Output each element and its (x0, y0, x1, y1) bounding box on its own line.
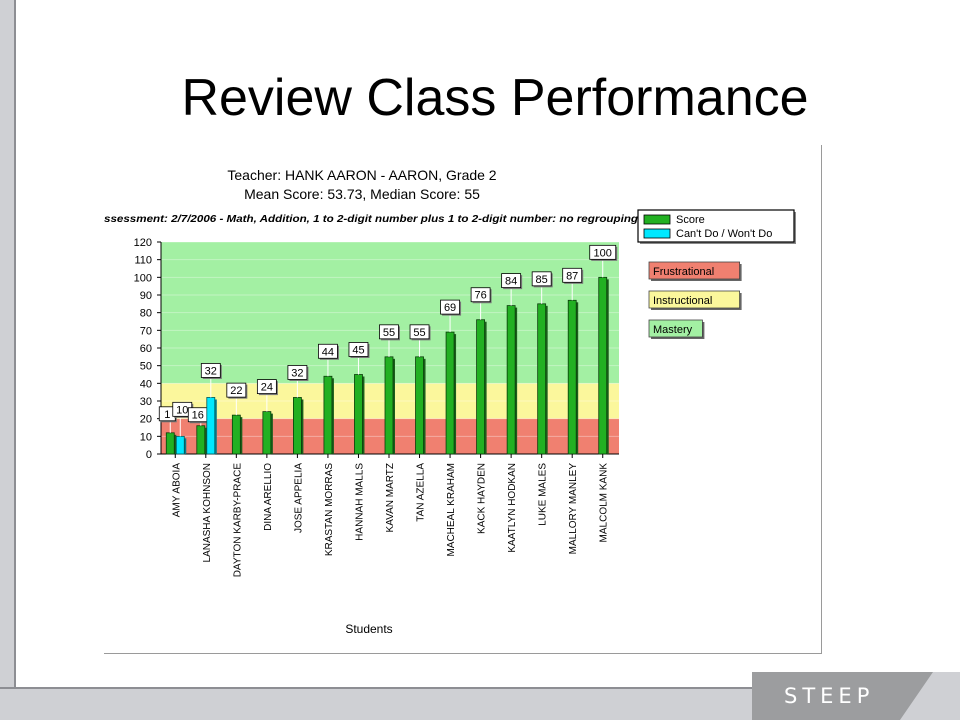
data-label-score: 55 (383, 327, 395, 339)
data-label-score: 87 (566, 270, 578, 282)
bar-score (506, 305, 516, 455)
x-tick-label: DAYTON KARBY-PRACE (232, 463, 243, 578)
data-label-score: 55 (413, 327, 425, 339)
bar-score (231, 414, 241, 455)
legend-swatch-score (643, 214, 671, 225)
y-tick-label: 80 (140, 308, 152, 320)
band-legend-label: Mastery (653, 324, 693, 336)
x-tick-label: TAN AZELLA (416, 463, 427, 522)
y-tick-label: 10 (140, 431, 152, 443)
legend-swatch-cant (643, 228, 671, 239)
y-tick-label: 100 (134, 272, 152, 284)
legend-label-score: Score (676, 214, 705, 226)
band-legend-label: Frustrational (653, 266, 714, 278)
slide-title: Review Class Performance (181, 69, 809, 127)
x-tick-label: AMY ABOIA (171, 463, 182, 518)
data-label-box (287, 365, 308, 380)
band-legend: Frustrational Instructional Mastery (648, 261, 742, 339)
x-tick-label: JOSE APPELIA (293, 463, 304, 533)
bar-score (323, 375, 333, 455)
data-label-cant: 10 (176, 404, 188, 416)
data-label-score: 1 (164, 409, 170, 421)
bar-score (196, 425, 206, 455)
y-tick-label: 70 (140, 325, 152, 337)
data-label-box (470, 287, 491, 303)
data-label-box (440, 299, 460, 315)
bar-score (262, 411, 272, 455)
y-tick-label: 90 (140, 290, 152, 302)
data-label-score: 84 (505, 276, 517, 288)
y-tick-label: 50 (140, 361, 152, 373)
band-legend-box (648, 319, 703, 338)
data-label-box (501, 273, 522, 289)
x-tick-label: LUKE MALES (538, 463, 549, 526)
bar-score (165, 432, 175, 455)
x-tick-label: KAATLYN HODKAN (507, 463, 518, 553)
data-label-score: 69 (444, 302, 456, 314)
data-label-score: 16 (192, 410, 204, 422)
data-label-box (256, 379, 277, 395)
bar-score (445, 331, 455, 455)
left-border-bar (0, 0, 16, 689)
data-label-score: 24 (261, 382, 273, 394)
band-legend-label: Instructional (653, 295, 712, 307)
data-label-box (200, 363, 221, 378)
brand-text: STEEP (784, 684, 875, 708)
bar-score (537, 303, 547, 455)
data-label-score: 32 (291, 367, 303, 379)
x-tick-label: KACK HAYDEN (477, 463, 488, 534)
data-label-score: 22 (230, 385, 242, 397)
data-label-score: 100 (594, 247, 612, 259)
data-label-cant: 32 (205, 365, 217, 377)
chart-header-mean: Mean Score: 53.73, Median Score: 55 (244, 186, 480, 202)
bar-cant (206, 397, 216, 455)
bar-score (567, 299, 577, 455)
x-tick-label: MALLORY MANLEY (568, 463, 579, 555)
data-label-box (348, 342, 369, 357)
data-label-box (379, 324, 399, 340)
bar-score (415, 356, 424, 455)
y-tick-label: 20 (140, 414, 152, 426)
x-tick-label: LANASHA KOHNSON (202, 463, 213, 562)
data-label-score: 76 (474, 290, 486, 302)
data-label-box (226, 382, 247, 398)
data-label-box (562, 267, 583, 283)
legend-label-cant: Can't Do / Won't Do (676, 228, 772, 240)
x-tick-label: KRASTAN MORRAS (324, 463, 335, 556)
chart-header-teacher: Teacher: HANK AARON - AARON, Grade 2 (227, 167, 496, 183)
bar-score (354, 374, 363, 455)
data-label-box (589, 244, 617, 260)
x-tick-label: MALCOLM KANK (599, 463, 610, 543)
x-tick-label: MACHEAL KRAHAM (446, 463, 457, 557)
bar-score (384, 356, 394, 455)
bar-score (292, 397, 302, 455)
y-tick-label: 0 (146, 449, 152, 461)
x-tick-label: KAVAN MARTZ (385, 463, 396, 532)
y-tick-label: 40 (140, 378, 152, 390)
x-axis-label: Students (345, 622, 392, 636)
band-legend-box (648, 290, 740, 309)
bar-score (598, 276, 608, 455)
x-tick-label: HANNAH MALLS (354, 463, 365, 541)
band-legend-box (648, 261, 740, 280)
data-label-box (531, 271, 552, 287)
series-legend: Score Can't Do / Won't Do (637, 209, 796, 244)
data-label-box (409, 324, 430, 340)
data-label-score: 45 (352, 345, 364, 357)
chart-header-assessment: ssessment: 2/7/2006 - Math, Addition, 1 … (104, 214, 638, 225)
y-tick-label: 110 (134, 255, 152, 267)
data-label-score: 85 (536, 274, 548, 286)
x-tick-label: DINA ARELLIO (263, 463, 274, 531)
data-label-box (318, 343, 338, 359)
y-tick-label: 30 (140, 396, 152, 408)
data-label-score: 44 (322, 346, 334, 358)
y-tick-label: 60 (140, 343, 152, 355)
bar-score (476, 319, 486, 455)
bar-cant (175, 435, 185, 455)
y-tick-label: 120 (134, 237, 152, 249)
